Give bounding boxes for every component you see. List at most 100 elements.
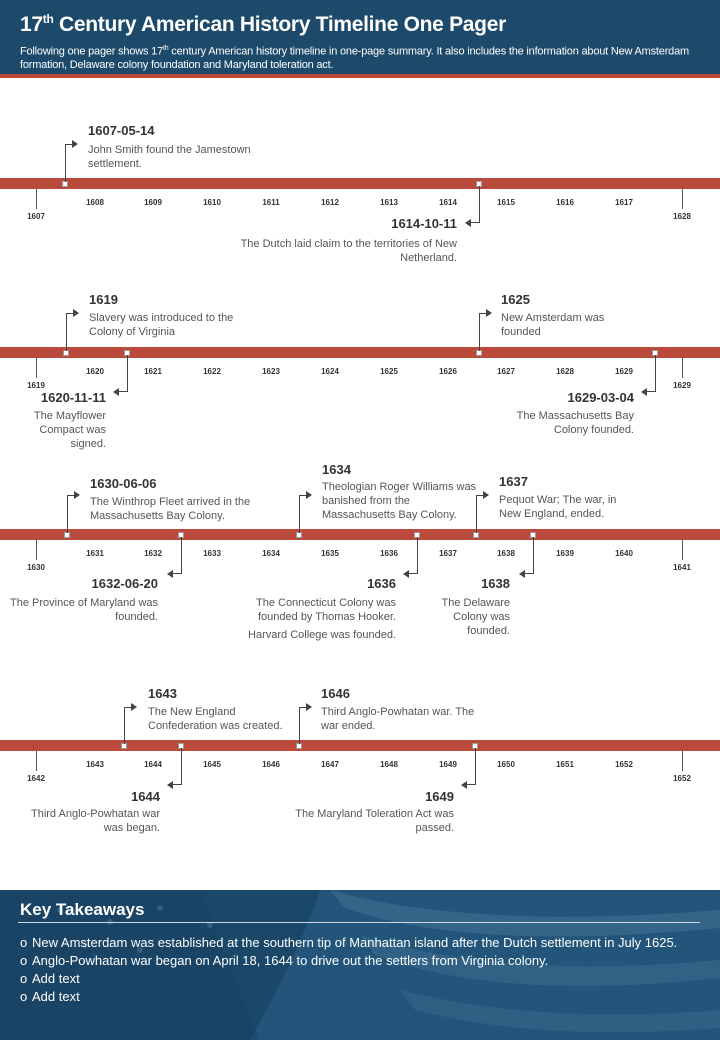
- event-text: The Mayflower Compact was signed.: [33, 410, 106, 450]
- arrow-left-icon: [167, 570, 173, 578]
- tick-label: 1638: [497, 549, 515, 558]
- tick-label: 1615: [497, 198, 515, 207]
- arrow-right-icon: [74, 491, 80, 499]
- tick-label: 1652: [615, 760, 633, 769]
- list-item: o New Amsterdam was established at the so…: [20, 935, 678, 950]
- event-text: Slavery was introduced to the Colony of …: [89, 312, 234, 338]
- key-takeaways-title: Key Takeaways: [20, 900, 145, 919]
- tick-label: 1621: [144, 367, 162, 376]
- tick-label: 1645: [203, 760, 221, 769]
- arrow-right-icon: [306, 703, 312, 711]
- tick-label: 1640: [615, 549, 633, 558]
- timeline-bar: [0, 529, 720, 540]
- arrow-right-icon: [73, 309, 79, 317]
- tick-label: 1649: [439, 760, 457, 769]
- event-text: The Connecticut Colony was founded by Th…: [255, 597, 396, 623]
- event-text: Third Anglo-Powhatan war. The war ended.: [321, 706, 475, 732]
- tick-label: 1630: [27, 563, 45, 572]
- event-date: 1634: [322, 462, 351, 477]
- tick-label: 1613: [380, 198, 398, 207]
- event-date: 1632-06-20: [91, 576, 159, 591]
- tick-label: 1628: [556, 367, 574, 376]
- event-date: 1630-06-06: [90, 476, 157, 491]
- timeline-bar: [0, 178, 720, 189]
- arrow-right-icon: [483, 491, 489, 499]
- tick-label: 1614: [439, 198, 457, 207]
- event-date: 1620-11-11: [40, 390, 106, 405]
- list-item: o Anglo-Powhatan war began on April 18, 1…: [20, 953, 549, 968]
- flag-background-icon: [0, 890, 720, 1040]
- arrow-left-icon: [641, 388, 647, 396]
- tick-label: 1610: [203, 198, 221, 207]
- event-text: The Delaware Colony was founded.: [441, 597, 510, 637]
- tick-label: 1619: [27, 381, 45, 390]
- tick-label: 1626: [439, 367, 457, 376]
- header-banner: 17th Century American History Timeline O…: [0, 0, 720, 78]
- tick-label: 1625: [380, 367, 398, 376]
- event-text: The Massachusetts Bay Colony founded.: [516, 410, 634, 436]
- page-subtitle: Following one pager shows 17th century A…: [20, 45, 689, 71]
- tick-label: 1607: [27, 212, 45, 221]
- arrow-right-icon: [131, 703, 137, 711]
- event-date: 1638: [481, 576, 510, 591]
- tick-label: 1624: [321, 367, 339, 376]
- event-text: The Winthrop Fleet arrived in the Massac…: [90, 496, 251, 522]
- event-text: The Maryland Toleration Act was passed.: [295, 808, 454, 834]
- header-divider: [0, 74, 720, 78]
- key-takeaways-list: o New Amsterdam was established at the so…: [20, 934, 690, 1006]
- event-text: Theologian Roger Williams was banished f…: [322, 481, 477, 521]
- tick-label: 1628: [673, 212, 691, 221]
- arrow-right-icon: [486, 309, 492, 317]
- tick-label: 1642: [27, 774, 45, 783]
- tick-label: 1637: [439, 549, 457, 558]
- tick-label: 1636: [380, 549, 398, 558]
- event-date: 1629-03-04: [567, 390, 635, 405]
- tick-label: 1647: [321, 760, 339, 769]
- event-date: 1636: [367, 576, 396, 591]
- tick-label: 1634: [262, 549, 280, 558]
- event-text: Pequot War; The war, in New England, end…: [499, 494, 617, 520]
- list-item: o Add text: [20, 989, 80, 1004]
- event-text: New Amsterdam was founded: [501, 312, 605, 338]
- tick-label: 1629: [615, 367, 633, 376]
- event-text-extra: Harvard College was founded.: [248, 629, 396, 641]
- event-date: 1643: [148, 686, 177, 701]
- arrow-left-icon: [519, 570, 525, 578]
- tick-label: 1644: [144, 760, 162, 769]
- page-title: 17th Century American History Timeline O…: [20, 12, 506, 36]
- tick-label: 1608: [86, 198, 104, 207]
- tick-label: 1609: [144, 198, 162, 207]
- tick-label: 1622: [203, 367, 221, 376]
- tick-label: 1643: [86, 760, 104, 769]
- arrow-left-icon: [113, 388, 119, 396]
- tick-label: 1631: [86, 549, 104, 558]
- tick-label: 1635: [321, 549, 339, 558]
- tick-label: 1627: [497, 367, 515, 376]
- event-text: John Smith found the Jamestown settlemen…: [88, 144, 251, 170]
- event-date: 1614-10-11: [391, 216, 457, 231]
- arrow-left-icon: [461, 781, 467, 789]
- list-item: o Add text: [20, 971, 80, 986]
- tick-label: 1632: [144, 549, 162, 558]
- event-date: 1646: [321, 686, 350, 701]
- event-text: The New England Confederation was create…: [148, 706, 283, 732]
- tick-label: 1633: [203, 549, 221, 558]
- tick-label: 1651: [556, 760, 574, 769]
- event-text: The Dutch laid claim to the territories …: [240, 238, 457, 264]
- arrow-right-icon: [306, 491, 312, 499]
- arrow-right-icon: [72, 140, 78, 148]
- event-date: 1649: [425, 789, 454, 804]
- tick-label: 1612: [321, 198, 339, 207]
- tick-label: 1650: [497, 760, 515, 769]
- tick-label: 1646: [262, 760, 280, 769]
- arrow-left-icon: [403, 570, 409, 578]
- tick-label: 1641: [673, 563, 691, 572]
- timeline-bar: [0, 740, 720, 751]
- tick-label: 1629: [673, 381, 691, 390]
- event-date: 1625: [501, 292, 530, 307]
- tick-label: 1620: [86, 367, 104, 376]
- key-takeaways-panel: Key Takeaways o New Amsterdam was establi…: [0, 890, 720, 1040]
- event-text: Third Anglo-Powhatan war was began.: [30, 808, 160, 834]
- arrow-left-icon: [465, 219, 471, 227]
- event-date: 1619: [89, 292, 118, 307]
